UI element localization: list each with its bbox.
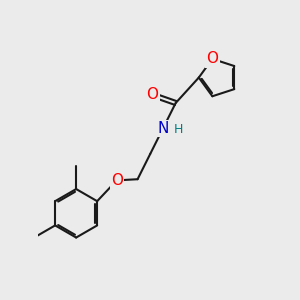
- Text: O: O: [111, 173, 123, 188]
- Text: N: N: [157, 121, 169, 136]
- Text: O: O: [147, 87, 159, 102]
- Text: H: H: [173, 123, 183, 136]
- Text: O: O: [206, 51, 218, 66]
